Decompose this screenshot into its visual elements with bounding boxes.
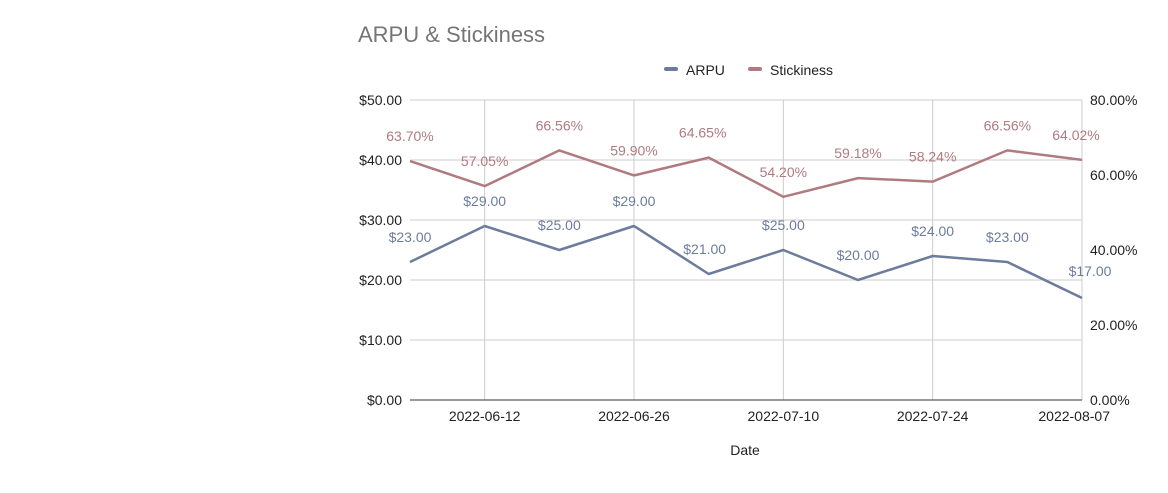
data-label-stickiness: 66.56%: [536, 117, 583, 133]
chart-title: ARPU & Stickiness: [358, 22, 545, 47]
series-line-stickiness: [409, 149, 1083, 199]
y-right-tick-label: 60.00%: [1090, 167, 1137, 183]
legend-swatch: [748, 67, 762, 71]
series-line-arpu: [409, 224, 1083, 300]
y-left-tick-label: $40.00: [359, 152, 402, 168]
data-label-arpu: $25.00: [762, 217, 805, 233]
data-label-stickiness: 63.70%: [386, 128, 433, 144]
x-axis-title: Date: [730, 442, 760, 458]
data-label-arpu: $23.00: [389, 229, 432, 245]
y-right-tick-label: 80.00%: [1090, 92, 1137, 108]
x-tick-label: 2022-07-24: [897, 408, 969, 424]
series-lines: [409, 149, 1083, 300]
data-label-arpu: $24.00: [911, 223, 954, 239]
y-left-tick-label: $0.00: [367, 392, 402, 408]
data-label-stickiness: 58.24%: [909, 149, 956, 165]
x-tick-label: 2022-06-12: [449, 408, 521, 424]
y-right-tick-label: 40.00%: [1090, 242, 1137, 258]
data-label-stickiness: 64.02%: [1052, 127, 1099, 143]
data-label-stickiness: 57.05%: [461, 153, 508, 169]
legend-label: Stickiness: [770, 62, 833, 78]
axes: $0.00 $10.00 $20.00 $30.00 $40.00 $50.00 0.00%…: [359, 92, 1137, 424]
data-label-arpu: $23.00: [986, 229, 1029, 245]
data-labels: $23.00 $29.00 $25.00 $29.00 $21.00 $25.00 $20.…: [386, 117, 1111, 279]
data-label-arpu: $21.00: [683, 241, 726, 257]
data-label-stickiness: 64.65%: [679, 125, 726, 141]
y-left-tick-label: $20.00: [359, 272, 402, 288]
x-tick-label: 2022-08-07: [1038, 408, 1110, 424]
y-left-tick-label: $50.00: [359, 92, 402, 108]
legend: ARPU Stickiness: [664, 62, 833, 78]
y-right-tick-label: 20.00%: [1090, 317, 1137, 333]
gridlines: [410, 99, 1083, 401]
data-label-stickiness: 59.18%: [834, 145, 881, 161]
data-label-arpu: $29.00: [463, 193, 506, 209]
legend-label: ARPU: [686, 62, 725, 78]
legend-swatch: [664, 67, 678, 71]
y-left-tick-label: $30.00: [359, 212, 402, 228]
data-label-arpu: $17.00: [1069, 263, 1112, 279]
y-right-tick-label: 0.00%: [1090, 392, 1130, 408]
data-label-arpu: $25.00: [538, 217, 581, 233]
data-label-stickiness: 54.20%: [760, 164, 807, 180]
data-label-arpu: $29.00: [613, 193, 656, 209]
x-tick-label: 2022-07-10: [748, 408, 820, 424]
y-left-tick-label: $10.00: [359, 332, 402, 348]
data-label-stickiness: 66.56%: [984, 117, 1031, 133]
x-tick-label: 2022-06-26: [598, 408, 670, 424]
data-label-stickiness: 59.90%: [610, 142, 657, 158]
data-label-arpu: $20.00: [837, 247, 880, 263]
